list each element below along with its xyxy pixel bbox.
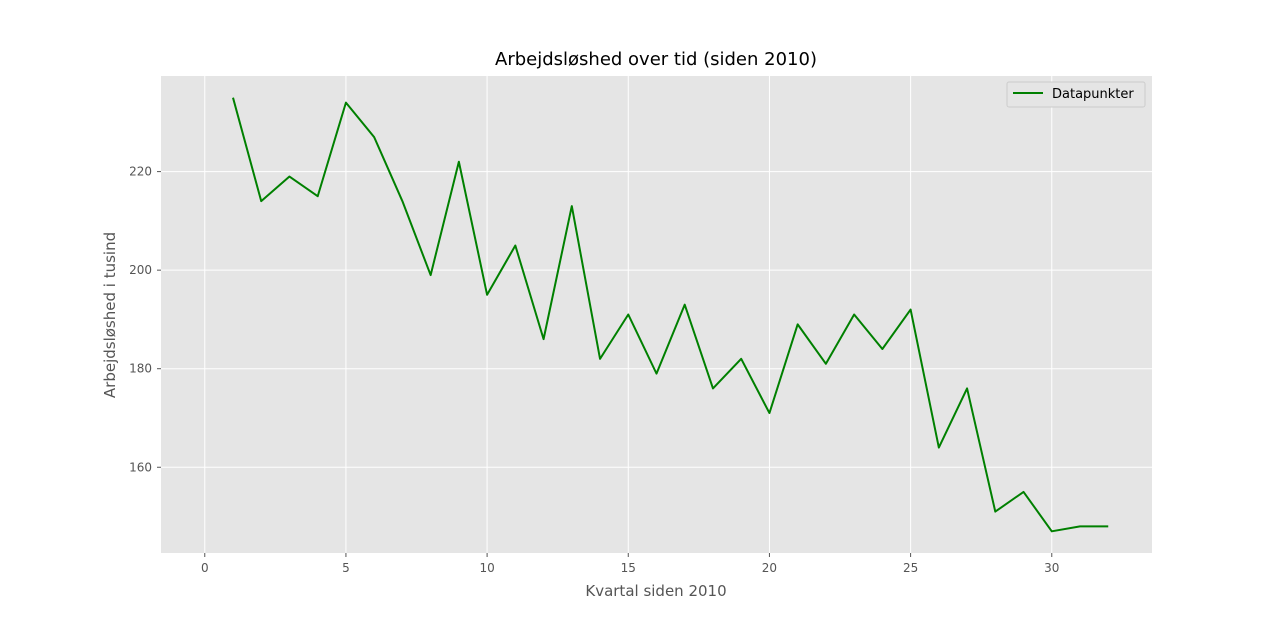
legend-box (1006, 81, 1146, 108)
x-tick-label: 20 (762, 561, 777, 575)
x-tick-label: 10 (479, 561, 494, 575)
x-tick-label: 25 (903, 561, 918, 575)
x-axis-label: Kvartal siden 2010 (585, 582, 726, 600)
series-line (232, 97, 1109, 533)
x-tick-label: 15 (621, 561, 636, 575)
legend-label: Datapunkter (1052, 87, 1134, 102)
x-tick-label: 30 (1044, 561, 1059, 575)
plot-area-background (161, 76, 1152, 553)
x-tick-label: 0 (201, 561, 209, 575)
y-axis-label: Arbejdsløshed i tusind (101, 232, 119, 398)
chart-title: Arbejdsløshed over tid (siden 2010) (495, 49, 817, 70)
x-tick-label: 5 (342, 561, 350, 575)
y-tick-label: 180 (129, 362, 152, 376)
axis-ticks: 0 5 10 15 20 25 30 160 180 200 220 (129, 165, 1059, 575)
series-layer (232, 97, 1109, 533)
y-tick-label: 160 (129, 460, 152, 474)
legend: Datapunkter (1006, 81, 1146, 108)
y-tick-label: 200 (129, 263, 152, 277)
y-tick-label: 220 (129, 165, 152, 179)
